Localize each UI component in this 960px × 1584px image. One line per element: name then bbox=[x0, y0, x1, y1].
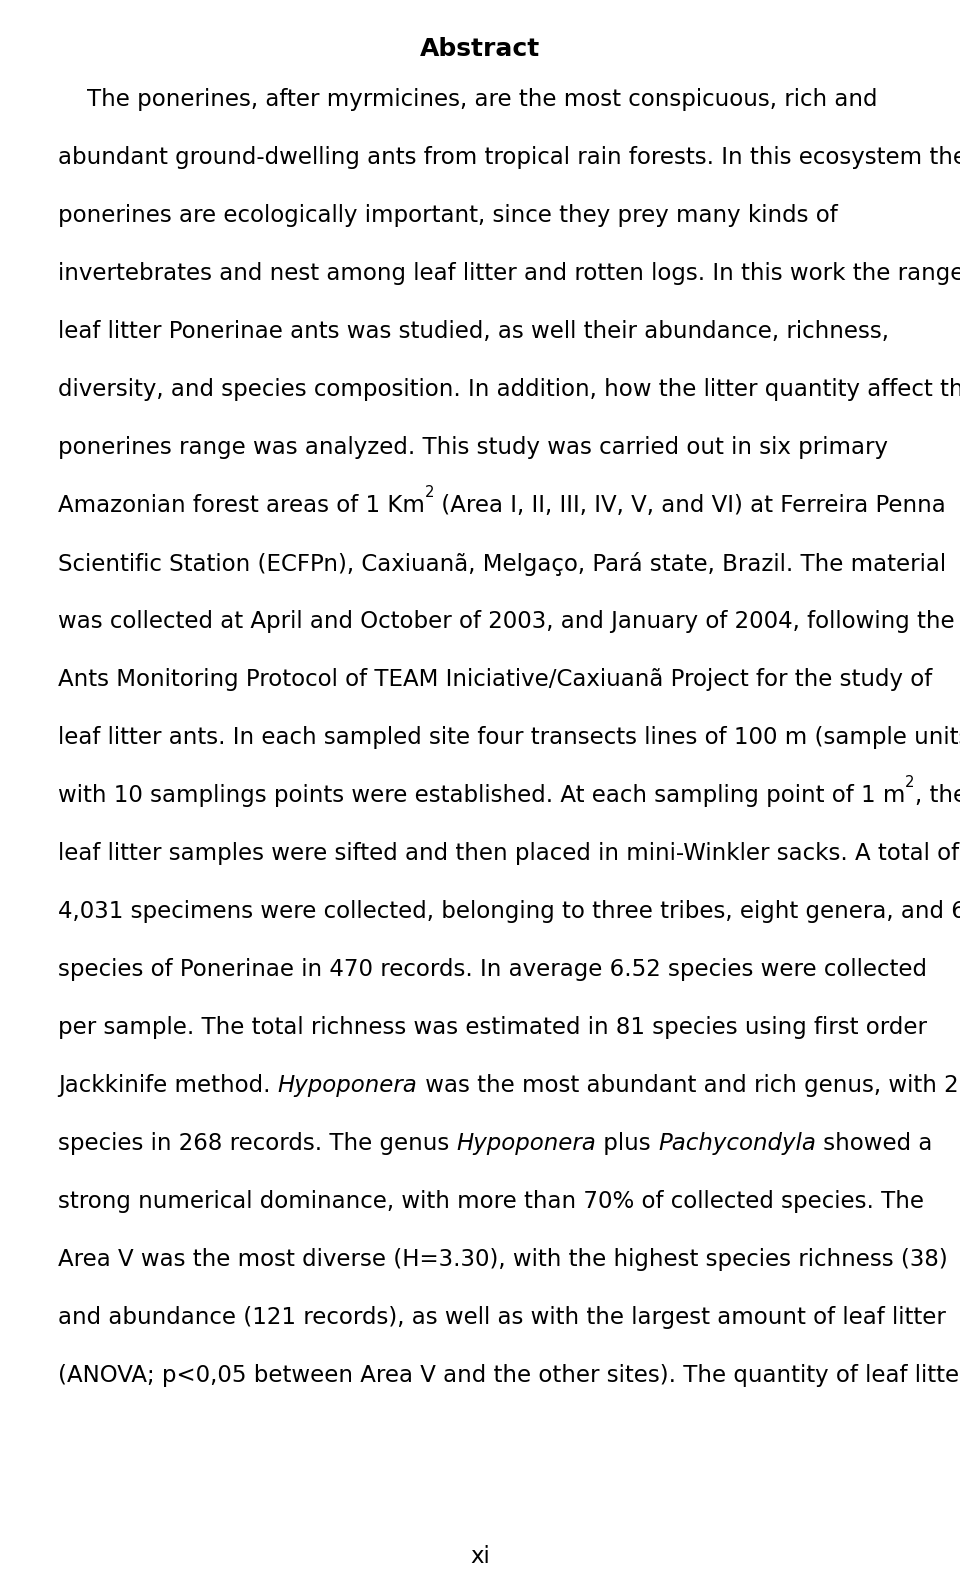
Text: was the most abundant and rich genus, with 22: was the most abundant and rich genus, wi… bbox=[418, 1074, 960, 1098]
Text: invertebrates and nest among leaf litter and rotten logs. In this work the range: invertebrates and nest among leaf litter… bbox=[58, 261, 960, 285]
Text: species of Ponerinae in 470 records. In average 6.52 species were collected: species of Ponerinae in 470 records. In … bbox=[58, 958, 927, 980]
Text: Hypoponera: Hypoponera bbox=[277, 1074, 418, 1098]
Text: leaf litter ants. In each sampled site four transects lines of 100 m (sample uni: leaf litter ants. In each sampled site f… bbox=[58, 725, 960, 749]
Text: abundant ground-dwelling ants from tropical rain forests. In this ecosystem the: abundant ground-dwelling ants from tropi… bbox=[58, 146, 960, 169]
Text: The ponerines, after myrmicines, are the most conspicuous, rich and: The ponerines, after myrmicines, are the… bbox=[58, 89, 877, 111]
Text: ponerines range was analyzed. This study was carried out in six primary: ponerines range was analyzed. This study… bbox=[58, 436, 888, 459]
Text: plus: plus bbox=[596, 1133, 659, 1155]
Text: 4,031 specimens were collected, belonging to three tribes, eight genera, and 60: 4,031 specimens were collected, belongin… bbox=[58, 900, 960, 923]
Text: and abundance (121 records), as well as with the largest amount of leaf litter: and abundance (121 records), as well as … bbox=[58, 1305, 946, 1329]
Text: diversity, and species composition. In addition, how the litter quantity affect : diversity, and species composition. In a… bbox=[58, 379, 960, 401]
Text: Abstract: Abstract bbox=[420, 36, 540, 62]
Text: Scientific Station (ECFPn), Caxiuanã, Melgaço, Pará state, Brazil. The material: Scientific Station (ECFPn), Caxiuanã, Me… bbox=[58, 551, 947, 577]
Text: showed a: showed a bbox=[816, 1133, 932, 1155]
Text: with 10 samplings points were established. At each sampling point of 1 m: with 10 samplings points were establishe… bbox=[58, 784, 905, 806]
Text: ponerines are ecologically important, since they prey many kinds of: ponerines are ecologically important, si… bbox=[58, 204, 838, 227]
Text: leaf litter samples were sifted and then placed in mini-Winkler sacks. A total o: leaf litter samples were sifted and then… bbox=[58, 843, 959, 865]
Text: Amazonian forest areas of 1 Km: Amazonian forest areas of 1 Km bbox=[58, 494, 425, 516]
Text: , the: , the bbox=[915, 784, 960, 806]
Text: species in 268 records. The genus: species in 268 records. The genus bbox=[58, 1133, 457, 1155]
Text: Area V was the most diverse (H=3.30), with the highest species richness (38): Area V was the most diverse (H=3.30), wi… bbox=[58, 1248, 948, 1270]
Text: strong numerical dominance, with more than 70% of collected species. The: strong numerical dominance, with more th… bbox=[58, 1190, 924, 1213]
Text: per sample. The total richness was estimated in 81 species using first order: per sample. The total richness was estim… bbox=[58, 1015, 927, 1039]
Text: 2: 2 bbox=[425, 485, 434, 501]
Text: xi: xi bbox=[470, 1544, 490, 1568]
Text: Hypoponera: Hypoponera bbox=[457, 1133, 596, 1155]
Text: (ANOVA; p<0,05 between Area V and the other sites). The quantity of leaf litter: (ANOVA; p<0,05 between Area V and the ot… bbox=[58, 1364, 960, 1388]
Text: Pachycondyla: Pachycondyla bbox=[659, 1133, 816, 1155]
Text: Jackkinife method.: Jackkinife method. bbox=[58, 1074, 277, 1098]
Text: (Area I, II, III, IV, V, and VI) at Ferreira Penna: (Area I, II, III, IV, V, and VI) at Ferr… bbox=[434, 494, 947, 516]
Text: 2: 2 bbox=[905, 775, 915, 790]
Text: Ants Monitoring Protocol of TEAM Iniciative/Caxiuanã Project for the study of: Ants Monitoring Protocol of TEAM Iniciat… bbox=[58, 668, 932, 691]
Text: leaf litter Ponerinae ants was studied, as well their abundance, richness,: leaf litter Ponerinae ants was studied, … bbox=[58, 320, 889, 344]
Text: was collected at April and October of 2003, and January of 2004, following the: was collected at April and October of 20… bbox=[58, 610, 954, 634]
